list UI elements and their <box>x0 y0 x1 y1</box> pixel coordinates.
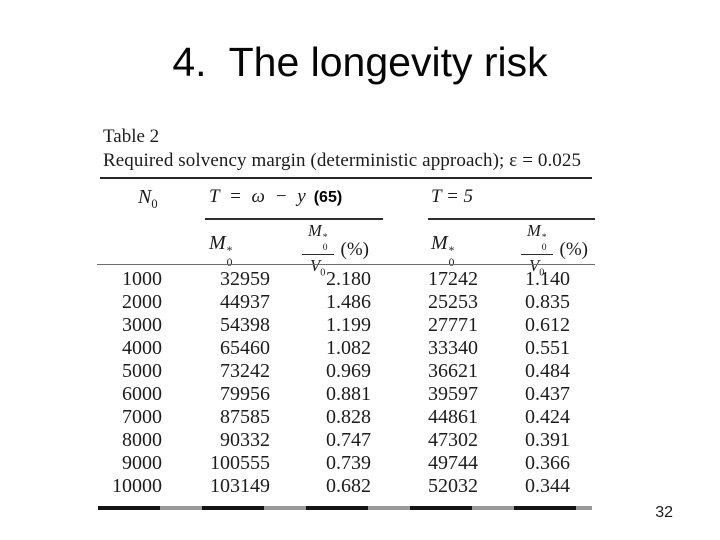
table-row: 8000 90332 0.747 47302 0.391 <box>97 429 570 452</box>
m0-over-v0-fraction: M * 0 V0 <box>302 221 334 279</box>
table-cell: 1000 <box>122 268 162 290</box>
table-cell: 0.391 <box>525 429 570 451</box>
column-header-m0-star-group1: M * 0 <box>209 232 233 270</box>
table-cell: 1.140 <box>525 268 570 290</box>
table-cell: 87585 <box>220 406 270 428</box>
table-cell: 0.612 <box>525 314 570 336</box>
table-cell: 90332 <box>220 429 270 451</box>
table-row: 5000 73242 0.969 36621 0.484 <box>97 360 570 383</box>
table-cell: 44937 <box>220 291 270 313</box>
table-cell: 0.424 <box>525 406 570 428</box>
table-cell: 65460 <box>220 337 270 359</box>
m0-over-v0-fraction: M * 0 V0 <box>521 221 553 279</box>
table-row: 7000 87585 0.828 44861 0.424 <box>97 406 570 429</box>
column-group-header-t-omega-y: T = ω − y (65) <box>209 186 343 207</box>
table-cell: 7000 <box>122 406 162 428</box>
table-cell: 0.682 <box>326 475 371 497</box>
age-65-annotation: (65) <box>313 189 343 206</box>
percent-label: (%) <box>340 238 370 260</box>
table-cell: 0.969 <box>326 360 371 382</box>
table-row: 4000 65460 1.082 33340 0.551 <box>97 337 570 360</box>
table-caption-label: Table 2 <box>103 126 160 147</box>
table-cell: 5000 <box>122 360 162 382</box>
table-cell: 0.437 <box>525 383 570 405</box>
table-cell: 39597 <box>428 383 478 405</box>
table-cell: 0.344 <box>525 475 570 497</box>
table-cell: 27771 <box>428 314 478 336</box>
column-header-n0: N0 <box>138 186 158 211</box>
table-row: 6000 79956 0.881 39597 0.437 <box>97 383 570 406</box>
table-cell: 25253 <box>428 291 478 313</box>
table-row: 9000 100555 0.739 49744 0.366 <box>97 452 570 475</box>
table-cell: 17242 <box>428 268 478 290</box>
table-cell: 8000 <box>122 429 162 451</box>
table-cell: 0.366 <box>525 452 570 474</box>
table-cell: 33340 <box>428 337 478 359</box>
table-row: 1000 32959 2.180 17242 1.140 <box>97 268 570 291</box>
group1-spanner-rule <box>205 218 383 220</box>
table-cell: 2000 <box>122 291 162 313</box>
table-cell: 0.484 <box>525 360 570 382</box>
table-row: 3000 54398 1.199 27771 0.612 <box>97 314 570 337</box>
table-cell: 32959 <box>220 268 270 290</box>
column-header-ratio-group2: M * 0 V0 (%) <box>521 221 588 279</box>
table-cell: 0.828 <box>326 406 371 428</box>
table-caption-text: Required solvency margin (deterministic … <box>103 150 582 171</box>
table-cell: 44861 <box>428 406 478 428</box>
table-cell: 1.082 <box>326 337 371 359</box>
table-cell: 1.486 <box>326 291 371 313</box>
table-row: 10000 103149 0.682 52032 0.344 <box>97 475 570 498</box>
table-cell: 4000 <box>122 337 162 359</box>
table-cell: 0.747 <box>326 429 371 451</box>
table-header-rule <box>97 264 595 266</box>
percent-label: (%) <box>559 238 589 260</box>
table-cell: 49744 <box>428 452 478 474</box>
table-cell: 79956 <box>220 383 270 405</box>
table-cell: 100555 <box>210 452 270 474</box>
table-cell: 52032 <box>428 475 478 497</box>
group2-spanner-rule <box>428 218 595 220</box>
table-cell: 54398 <box>220 314 270 336</box>
table-cell: 6000 <box>122 383 162 405</box>
slide-title: 4. The longevity risk <box>172 39 548 85</box>
table-cell: 47302 <box>428 429 478 451</box>
slide-page-number: 32 <box>655 504 673 521</box>
table-cell: 9000 <box>122 452 162 474</box>
column-group-header-t-5: T = 5 <box>431 186 474 207</box>
table-cell: 10000 <box>112 475 162 497</box>
table-cell: 0.835 <box>525 291 570 313</box>
table-cell: 1.199 <box>326 314 371 336</box>
table-top-rule <box>100 177 592 179</box>
column-header-m0-star-group2: M * 0 <box>431 232 455 270</box>
table-cell: 36621 <box>428 360 478 382</box>
table-cell: 0.739 <box>326 452 371 474</box>
table-cell: 2.180 <box>326 268 371 290</box>
table-cell: 0.551 <box>525 337 570 359</box>
table-bottom-rule <box>98 506 592 510</box>
table-cell: 3000 <box>122 314 162 336</box>
table-cell: 0.881 <box>326 383 371 405</box>
table-2-scan: Table 2 Required solvency margin (determ… <box>97 125 595 517</box>
table-cell: 103149 <box>210 475 270 497</box>
table-cell: 73242 <box>220 360 270 382</box>
column-header-ratio-group1: M * 0 V0 (%) <box>302 221 369 279</box>
table-row: 2000 44937 1.486 25253 0.835 <box>97 291 570 314</box>
table-body: 1000 32959 2.180 17242 1.140 2000 44937 1.486 25… <box>97 268 570 498</box>
